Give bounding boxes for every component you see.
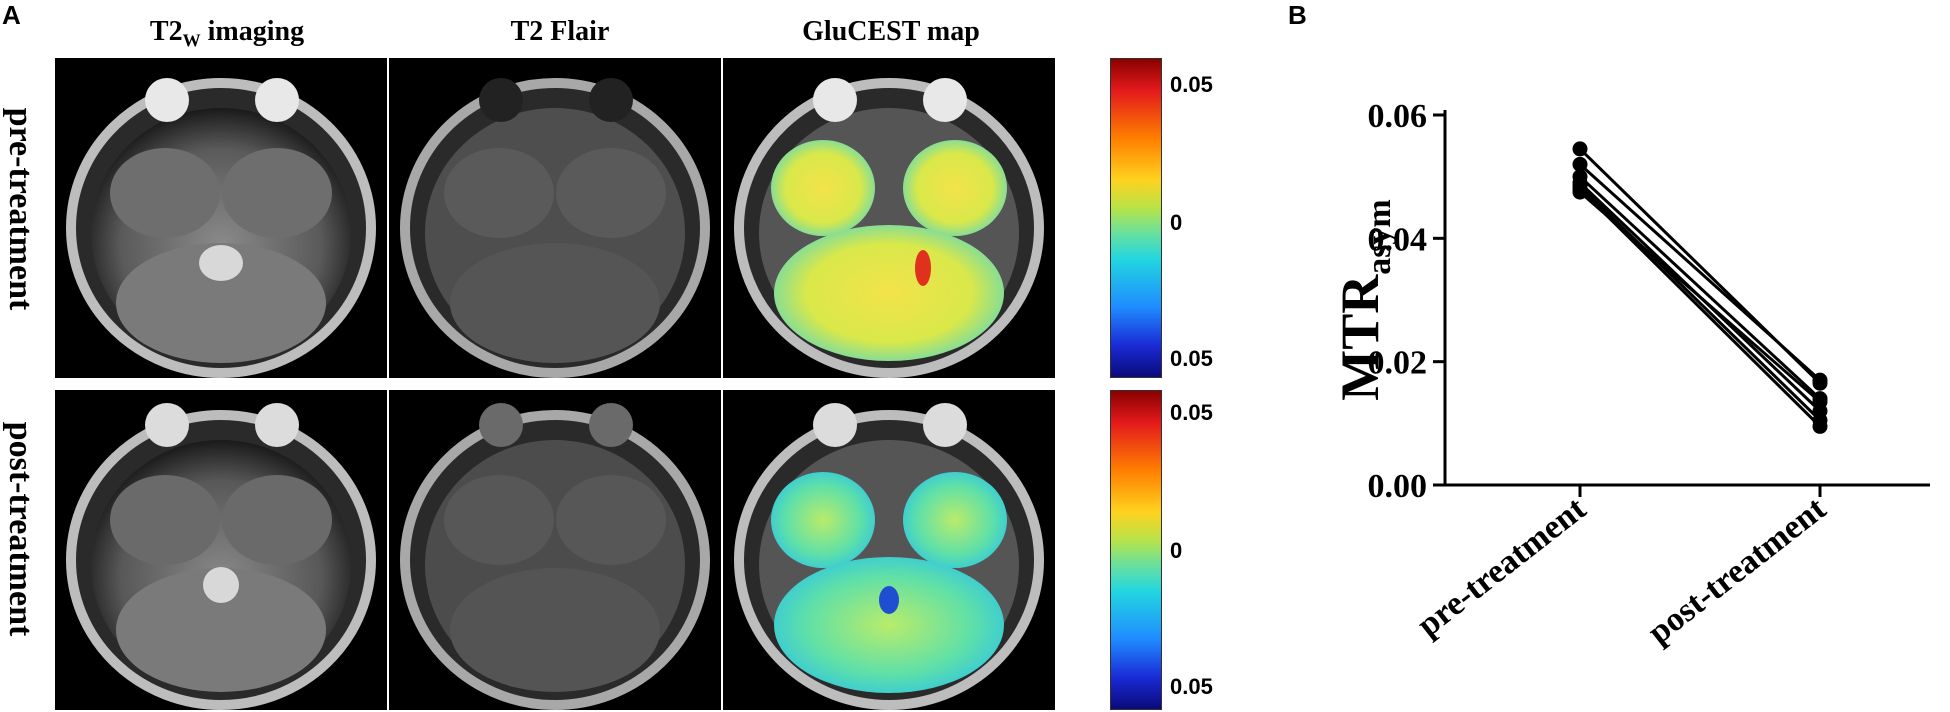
y-tick-label: 0.02 [1368, 345, 1428, 382]
data-point-post [1812, 418, 1828, 434]
panel-a-label: A [2, 0, 21, 30]
y-tick-label: 0.04 [1368, 221, 1428, 258]
mri-pre-glucest [723, 58, 1055, 378]
column-title-flair: T2 Flair [510, 16, 610, 47]
x-tick-label: pre-treatment [1410, 490, 1593, 644]
y-axis-label: MTRasym [1330, 199, 1398, 401]
series-line [1578, 163, 1822, 382]
mri-post-t2w [55, 390, 387, 710]
column-title-glucest: GluCEST map [802, 16, 980, 47]
series-line [1578, 184, 1822, 422]
data-point-pre [1572, 184, 1588, 200]
colorbar-pre-top-label: 0.05 [1170, 72, 1213, 97]
series-line [1578, 175, 1822, 400]
mri-post-glucest [723, 390, 1055, 710]
mri-post-flair [389, 390, 721, 710]
data-point-post [1812, 394, 1828, 410]
y-tick-label: 0.06 [1368, 98, 1428, 135]
data-point-post [1812, 372, 1828, 388]
row-label-post: post-treatment [2, 421, 39, 637]
colorbar-post [1110, 390, 1162, 710]
row-label-pre: pre-treatment [2, 107, 39, 311]
x-tick-label: post-treatment [1641, 490, 1833, 652]
data-point-pre [1572, 141, 1588, 157]
series-line [1579, 190, 1821, 403]
mri-pre-flair [389, 58, 721, 378]
colorbar-pre [1110, 58, 1162, 378]
colorbar-post-mid-label: 0 [1170, 538, 1183, 563]
colorbar-post-bottom-label: 0.05 [1170, 674, 1213, 699]
panel-b-label: B [1288, 0, 1307, 30]
mri-pre-t2w [55, 58, 387, 378]
colorbar-post-top-label: 0.05 [1170, 400, 1213, 425]
column-title-t2w: T2W imaging [149, 16, 305, 51]
y-tick-label: 0.00 [1368, 468, 1428, 505]
colorbar-pre-mid-label: 0 [1170, 210, 1183, 235]
colorbar-pre-bottom-label: 0.05 [1170, 346, 1213, 371]
data-point-pre [1572, 156, 1588, 172]
mtr-asym-chart: 0.00 0.02 0.04 0.06 pre-treatment post-treatm… [1330, 98, 1930, 652]
